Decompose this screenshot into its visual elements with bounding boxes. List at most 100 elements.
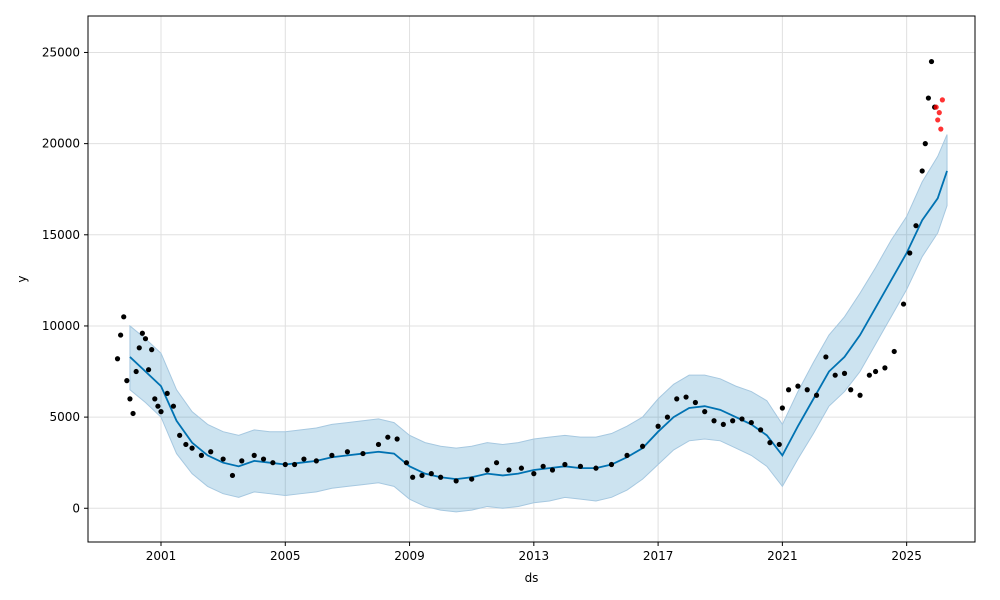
observed-point [394,436,400,442]
observed-point [313,458,319,464]
observed-point [655,423,661,429]
recent-point [938,126,944,132]
observed-point [674,396,680,402]
observed-point [438,474,444,480]
observed-point [925,95,931,101]
observed-point [155,403,161,409]
observed-point [301,456,307,462]
observed-point [410,474,416,480]
observed-point [127,396,133,402]
y-tick-label: 0 [72,501,80,515]
observed-point [453,478,459,484]
observed-point [260,456,267,462]
recent-point [936,110,942,116]
x-axis-ticks: 2001 2005 2009 2013 2017 2021 2025 [146,542,922,563]
observed-point [142,336,149,342]
observed-point [118,332,124,338]
observed-point [484,467,490,473]
x-tick-label: 2005 [270,549,301,563]
x-tick-label: 2013 [519,549,550,563]
observed-point [198,452,204,458]
observed-point [872,368,879,375]
observed-point [779,405,785,411]
observed-point [577,463,584,469]
observed-point [130,410,136,417]
x-tick-label: 2009 [394,549,425,563]
observed-point [882,365,888,371]
observed-point [149,347,155,353]
observed-point [506,467,512,473]
x-axis-label: ds [525,571,539,585]
observed-point [164,390,170,397]
observed-point [133,368,139,375]
plot-frame [87,15,976,543]
observed-points-layer [114,58,938,484]
observed-point [220,456,226,462]
observed-point [124,378,130,384]
observed-point [748,419,754,426]
x-tick-label: 2025 [891,549,922,563]
observed-point [540,463,546,469]
observed-point [385,434,391,440]
observed-point [518,465,525,471]
observed-point [403,460,410,466]
observed-point [857,392,863,398]
observed-point [664,414,671,420]
observed-point [922,141,928,147]
observed-point [282,461,288,468]
observed-point [189,445,195,451]
y-tick-label: 10000 [42,319,80,333]
observed-point [683,394,689,400]
observed-point [239,458,245,464]
observed-point [841,370,848,376]
observed-point [229,472,236,479]
observed-point [919,168,925,174]
observed-point [139,330,145,336]
observed-point [720,421,726,428]
observed-point [158,409,164,415]
observed-point [549,467,556,473]
recent-point [939,97,945,103]
observed-point [270,460,276,466]
observed-point [493,460,500,466]
observed-point [711,418,717,424]
observed-point [329,452,335,458]
recent-point [933,104,939,110]
x-tick-label: 2001 [146,549,177,563]
observed-point [832,372,838,378]
recent-point [935,117,941,123]
observed-point [702,409,708,415]
observed-point [891,348,897,355]
y-tick-label: 5000 [49,410,80,424]
observed-point [145,367,152,373]
observed-point [183,441,189,448]
observed-point [639,443,646,449]
observed-point [795,383,801,389]
y-axis-label: y [15,275,29,282]
grid-layer [88,16,975,542]
observed-point [469,476,475,482]
observed-point [428,471,434,477]
y-tick-label: 15000 [42,228,80,242]
observed-point [823,354,829,360]
observed-point [928,58,935,65]
observed-point [136,345,142,351]
recent-points-layer [933,97,945,132]
observed-point [562,461,568,468]
observed-point [692,399,698,406]
observed-point [907,250,913,256]
observed-point [177,432,183,438]
observed-point [776,441,782,448]
observed-point [866,372,872,378]
observed-point [804,387,810,393]
x-tick-label: 2017 [643,549,674,563]
observed-point [292,461,298,468]
observed-point [767,440,773,446]
observed-point [900,301,907,307]
observed-point [152,396,158,402]
observed-point [208,449,214,455]
observed-point [593,465,599,471]
observed-point [114,356,121,362]
observed-point [251,452,257,458]
